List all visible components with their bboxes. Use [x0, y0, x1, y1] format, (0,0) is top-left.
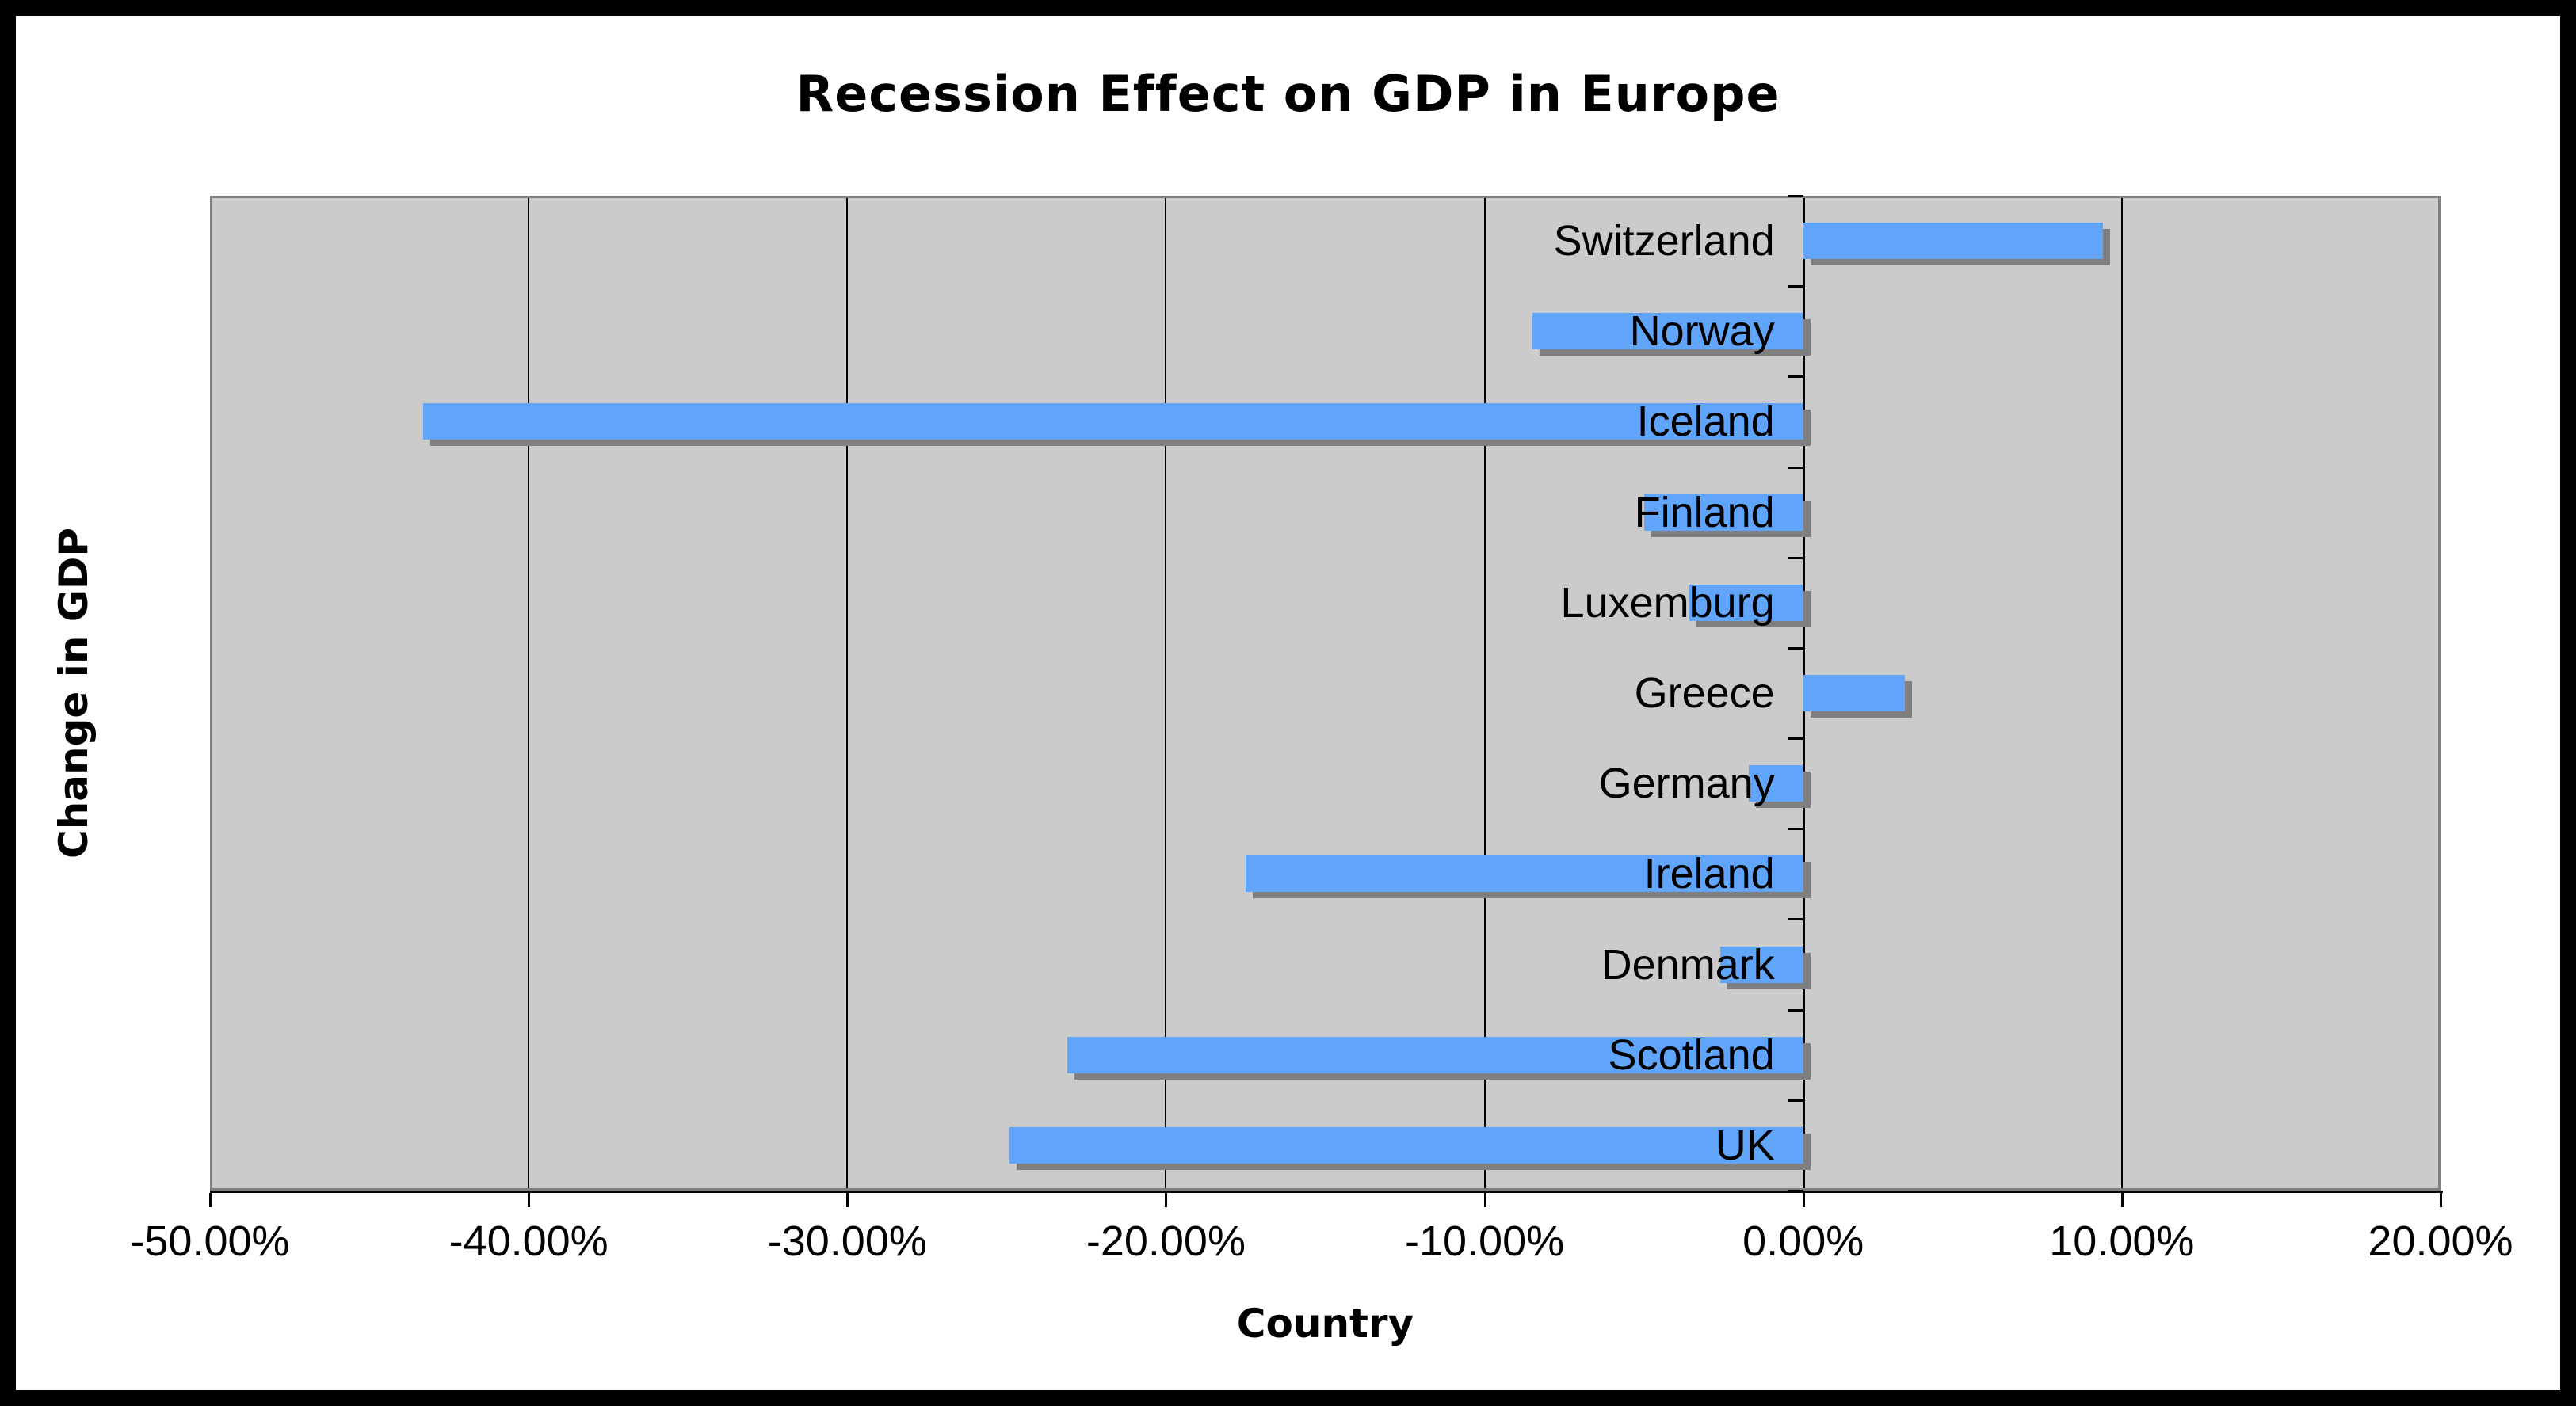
x-tick--50	[209, 1193, 212, 1207]
category-label-uk: UK	[1715, 1121, 1775, 1169]
category-tick	[1787, 285, 1803, 288]
bar-luxemburg	[1688, 584, 1803, 621]
y-axis-title: Change in GDP	[51, 527, 97, 859]
category-tick	[1787, 1008, 1803, 1012]
gridline-10	[2120, 198, 2123, 1188]
x-tick--30	[846, 1193, 849, 1207]
category-tick	[1787, 828, 1803, 831]
x-tick-0	[1802, 1193, 1805, 1207]
x-axis-title: Country	[1236, 1301, 1414, 1347]
category-label-greece: Greece	[1634, 669, 1775, 717]
bar-scotland	[1067, 1036, 1803, 1073]
category-label-finland: Finland	[1634, 488, 1775, 536]
gridline--20	[1165, 198, 1167, 1188]
gridline--10	[1483, 198, 1486, 1188]
bar-greece	[1803, 675, 1906, 711]
category-tick	[1787, 646, 1803, 650]
x-axis-line	[210, 1191, 2443, 1193]
bar-iceland	[423, 403, 1803, 440]
category-tick	[1787, 556, 1803, 559]
bar-switzerland	[1803, 223, 2103, 260]
x-tick--40	[528, 1193, 531, 1207]
x-tick-label--10: -10.00%	[1404, 1217, 1565, 1265]
category-label-norway: Norway	[1629, 307, 1775, 356]
x-tick-label-20: 20.00%	[2368, 1217, 2513, 1265]
category-label-ireland: Ireland	[1643, 850, 1775, 898]
category-label-luxemburg: Luxemburg	[1560, 578, 1775, 627]
category-label-denmark: Denmark	[1601, 940, 1775, 989]
category-tick	[1787, 1190, 1803, 1192]
category-tick	[1787, 737, 1803, 741]
category-tick	[1787, 918, 1803, 921]
x-tick-20	[2440, 1193, 2442, 1207]
bar-uk	[1009, 1126, 1803, 1164]
category-tick	[1787, 1099, 1803, 1102]
bar-norway	[1532, 313, 1803, 350]
x-tick-label-0: 0.00%	[1742, 1217, 1864, 1265]
x-tick--20	[1165, 1193, 1168, 1207]
x-tick-label--50: -50.00%	[130, 1217, 290, 1265]
x-tick-10	[2120, 1193, 2124, 1207]
category-label-germany: Germany	[1598, 760, 1775, 808]
x-tick-label--30: -30.00%	[767, 1217, 927, 1265]
gridline--40	[528, 198, 530, 1188]
category-tick	[1787, 375, 1803, 379]
category-label-iceland: Iceland	[1636, 398, 1775, 446]
bar-denmark	[1720, 946, 1803, 983]
x-tick-label--40: -40.00%	[448, 1217, 609, 1265]
bar-germany	[1749, 765, 1803, 802]
bar-finland	[1643, 493, 1803, 531]
x-tick--10	[1483, 1193, 1486, 1207]
category-tick	[1787, 466, 1803, 469]
gridline--30	[846, 198, 849, 1188]
bar-ireland	[1245, 855, 1803, 893]
x-tick-label--20: -20.00%	[1086, 1217, 1246, 1265]
category-label-scotland: Scotland	[1608, 1031, 1775, 1079]
category-tick	[1787, 195, 1803, 197]
category-label-switzerland: Switzerland	[1553, 217, 1775, 265]
chart-title: Recession Effect on GDP in Europe	[796, 65, 1780, 123]
x-tick-label-10: 10.00%	[2049, 1217, 2195, 1265]
plot-area	[210, 196, 2441, 1191]
